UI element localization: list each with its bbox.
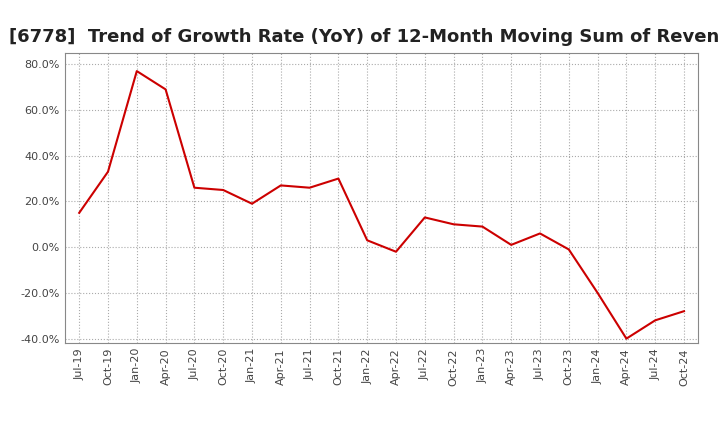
Title: [6778]  Trend of Growth Rate (YoY) of 12-Month Moving Sum of Revenues: [6778] Trend of Growth Rate (YoY) of 12-… — [9, 28, 720, 46]
